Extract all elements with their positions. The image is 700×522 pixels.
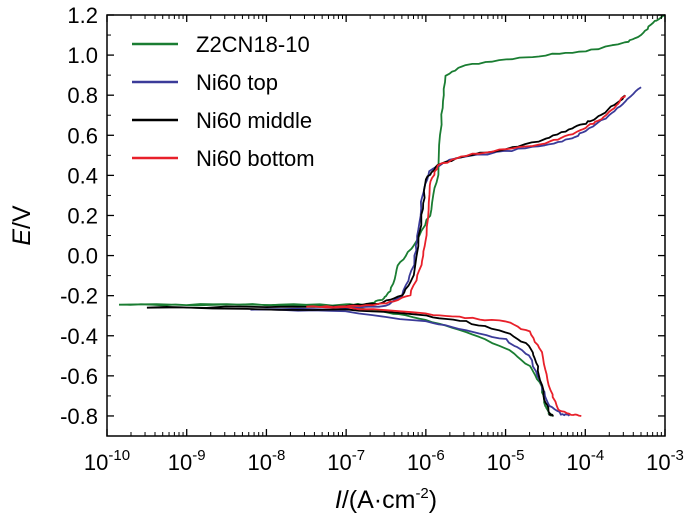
y-tick-label: 1.0: [67, 43, 98, 68]
x-tick-exponent: -4: [591, 447, 604, 464]
y-tick-label: 0.0: [67, 244, 98, 269]
legend-label: Z2CN18-10: [196, 32, 310, 57]
x-axis-unit-close: ): [429, 486, 437, 514]
x-tick-label: 10-4: [566, 447, 604, 475]
series-layer: [118, 14, 666, 417]
x-tick-exponent: -3: [671, 447, 684, 464]
x-tick-base: 10: [84, 450, 108, 475]
x-axis-symbol: I: [335, 486, 342, 514]
x-tick-base: 10: [168, 450, 192, 475]
x-tick-label: 10-3: [646, 447, 684, 475]
x-tick-label: 10-7: [327, 447, 365, 475]
y-tick-label: 0.4: [67, 163, 98, 188]
x-axis-unit-exponent: -2: [415, 485, 428, 502]
legend-label: Ni60 top: [196, 70, 278, 95]
y-tick-label: -0.6: [60, 364, 98, 389]
x-tick-label: 10-9: [168, 447, 206, 475]
y-tick-label: 0.8: [67, 83, 98, 108]
x-tick-base: 10: [248, 450, 272, 475]
x-tick-label: 10-5: [487, 447, 525, 475]
x-axis-unit: /(A·cm: [342, 486, 416, 514]
y-axis-unit: /V: [8, 205, 36, 229]
y-tick-label: 0.2: [67, 203, 98, 228]
y-tick-label: -0.2: [60, 284, 98, 309]
x-tick-exponent: -6: [431, 447, 444, 464]
x-axis-title: I/(A·cm-2): [335, 485, 437, 514]
y-tick-label: -0.4: [60, 324, 98, 349]
legend: Z2CN18-10 Ni60 top Ni60 middle Ni60 bottom: [132, 32, 315, 171]
x-tick-base: 10: [646, 450, 670, 475]
x-tick-label: 10-6: [407, 447, 445, 475]
tick-labels-layer: 10-10 10-9 10-8 10-7 10-6 10-5 10-4 10-3-0.8-0.…: [60, 3, 684, 475]
legend-label: Ni60 bottom: [196, 146, 315, 171]
y-tick-label: 1.2: [67, 3, 98, 28]
y-tick-label: -0.8: [60, 404, 98, 429]
series-line: [306, 94, 626, 417]
x-tick-exponent: -8: [272, 447, 285, 464]
x-tick-base: 10: [566, 450, 590, 475]
x-tick-exponent: -10: [108, 447, 130, 464]
x-tick-label: 10-10: [84, 447, 130, 475]
y-tick-label: 0.6: [67, 123, 98, 148]
plot-frame: [106, 14, 666, 437]
legend-label: Ni60 middle: [196, 108, 312, 133]
x-tick-exponent: -5: [511, 447, 524, 464]
x-tick-exponent: -7: [352, 447, 365, 464]
x-tick-base: 10: [407, 450, 431, 475]
series-line: [250, 86, 642, 417]
ticks-layer: [106, 14, 666, 436]
y-axis-symbol: E: [8, 229, 36, 246]
y-axis-title: E/V: [8, 205, 36, 246]
x-tick-label: 10-8: [248, 447, 286, 475]
x-tick-base: 10: [327, 450, 351, 475]
x-tick-base: 10: [487, 450, 511, 475]
x-tick-exponent: -9: [192, 447, 205, 464]
